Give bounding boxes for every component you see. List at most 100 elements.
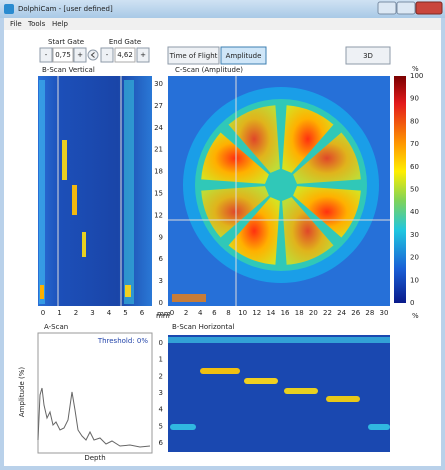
scan-feature bbox=[39, 80, 45, 304]
tick-label: 90 bbox=[410, 95, 419, 103]
start-gate-input[interactable] bbox=[52, 47, 74, 63]
scan-feature bbox=[125, 285, 131, 297]
tick-label: 5 bbox=[159, 422, 163, 430]
tick-label: 1 bbox=[57, 309, 61, 317]
end-gate-minus[interactable] bbox=[100, 47, 114, 63]
tick-label: 10 bbox=[410, 276, 419, 284]
app-icon bbox=[4, 4, 14, 14]
disc-segment bbox=[228, 197, 280, 265]
tick-label: 40 bbox=[410, 208, 419, 216]
scan-feature bbox=[195, 99, 367, 271]
scan-feature bbox=[172, 294, 206, 302]
start-gate-minus[interactable] bbox=[39, 47, 53, 63]
tick-label: 2 bbox=[74, 309, 78, 317]
ascan-plot bbox=[37, 332, 153, 454]
menu-bar bbox=[4, 18, 441, 30]
tick-label: 4 bbox=[159, 406, 164, 414]
amplitude-button[interactable] bbox=[220, 46, 267, 65]
ascan-signal bbox=[37, 387, 151, 448]
start-gate-plus[interactable] bbox=[73, 47, 87, 63]
tick-label: 0 bbox=[159, 339, 163, 347]
scan-feature bbox=[244, 378, 278, 384]
tick-label: 22 bbox=[323, 309, 332, 317]
tick-label: 6 bbox=[159, 255, 164, 263]
chevron-icon bbox=[90, 52, 95, 58]
tick-label: 60 bbox=[410, 163, 419, 171]
button-label: - bbox=[45, 51, 48, 59]
axis-unit: mm bbox=[156, 312, 170, 320]
tick-label: 4 bbox=[198, 309, 203, 317]
minimize-button[interactable] bbox=[377, 1, 397, 15]
end-gate-value: 4,62 bbox=[117, 51, 133, 59]
scan-feature bbox=[170, 424, 196, 430]
close-button[interactable] bbox=[415, 1, 443, 15]
tick-label: 1 bbox=[159, 356, 163, 364]
tick-label: 24 bbox=[154, 124, 163, 132]
tick-label: 70 bbox=[410, 140, 419, 148]
scan-feature bbox=[168, 337, 390, 343]
tick-label: 27 bbox=[154, 102, 163, 110]
tick-label: 28 bbox=[365, 309, 374, 317]
link-gates-button[interactable] bbox=[87, 49, 99, 61]
tick-label: 30 bbox=[380, 309, 389, 317]
maximize-button[interactable] bbox=[396, 1, 416, 15]
disc-segment bbox=[228, 105, 280, 173]
tick-label: 6 bbox=[140, 309, 145, 317]
tick-label: 21 bbox=[154, 146, 163, 154]
tick-label: 8 bbox=[226, 309, 230, 317]
button-label: 3D bbox=[363, 52, 373, 60]
tick-label: 50 bbox=[410, 186, 419, 194]
window-title: DolphiCam - [user defined] bbox=[18, 5, 113, 13]
tick-label: 12 bbox=[252, 309, 261, 317]
tick-label: 5 bbox=[123, 309, 127, 317]
tick-label: 3 bbox=[90, 309, 94, 317]
x-axis-label: Depth bbox=[84, 454, 105, 462]
button-label: Time of Flight bbox=[169, 52, 218, 60]
threshold-label: Threshold: 0% bbox=[97, 337, 149, 345]
scan-feature bbox=[82, 232, 86, 257]
disc-segment bbox=[293, 186, 361, 238]
disc-segment bbox=[293, 132, 361, 184]
bscan-horizontal-image bbox=[168, 335, 390, 452]
end-gate-input[interactable] bbox=[114, 47, 136, 63]
y-axis-label: Amplitude (%) bbox=[18, 367, 26, 417]
tick-label: 2 bbox=[184, 309, 188, 317]
menu-item[interactable]: Tools bbox=[27, 20, 46, 28]
disc-segment bbox=[282, 105, 334, 173]
tick-label: 10 bbox=[238, 309, 247, 317]
start-gate-label: Start Gate bbox=[48, 38, 84, 46]
scan-feature bbox=[284, 388, 318, 394]
end-gate-plus[interactable] bbox=[136, 47, 150, 63]
3d-button[interactable] bbox=[345, 46, 391, 65]
tick-label: 30 bbox=[154, 80, 163, 88]
start-gate-value: 0,75 bbox=[55, 51, 71, 59]
title-bar bbox=[0, 0, 445, 18]
scan-feature bbox=[200, 368, 240, 374]
panel-title: B-Scan Vertical bbox=[42, 66, 95, 74]
tick-label: 6 bbox=[212, 309, 217, 317]
tick-label: 100 bbox=[410, 72, 423, 80]
tick-label: 15 bbox=[154, 190, 163, 198]
time-of-flight-button[interactable] bbox=[167, 46, 220, 65]
panel-title: A-Scan bbox=[44, 323, 68, 331]
menu-item[interactable]: Help bbox=[52, 20, 69, 28]
button-label: Amplitude bbox=[226, 52, 262, 60]
scan-feature bbox=[62, 140, 67, 180]
scan-feature bbox=[326, 396, 360, 402]
button-label: + bbox=[140, 51, 146, 59]
panel-title: B-Scan Horizontal bbox=[172, 323, 234, 331]
tick-label: 26 bbox=[351, 309, 360, 317]
menu-item[interactable]: File bbox=[10, 20, 22, 28]
tick-label: 9 bbox=[159, 233, 163, 241]
panel-title: C-Scan (Amplitude) bbox=[175, 66, 243, 74]
button-label: - bbox=[106, 51, 109, 59]
colorbar-unit: % bbox=[412, 312, 419, 320]
tick-label: 3 bbox=[159, 389, 163, 397]
tick-label: 0 bbox=[41, 309, 45, 317]
button-label: + bbox=[77, 51, 83, 59]
colorbar-unit: % bbox=[412, 65, 419, 73]
tick-label: 0 bbox=[410, 299, 414, 307]
tick-label: 14 bbox=[266, 309, 275, 317]
tick-label: 20 bbox=[410, 254, 419, 262]
tick-label: 20 bbox=[309, 309, 318, 317]
